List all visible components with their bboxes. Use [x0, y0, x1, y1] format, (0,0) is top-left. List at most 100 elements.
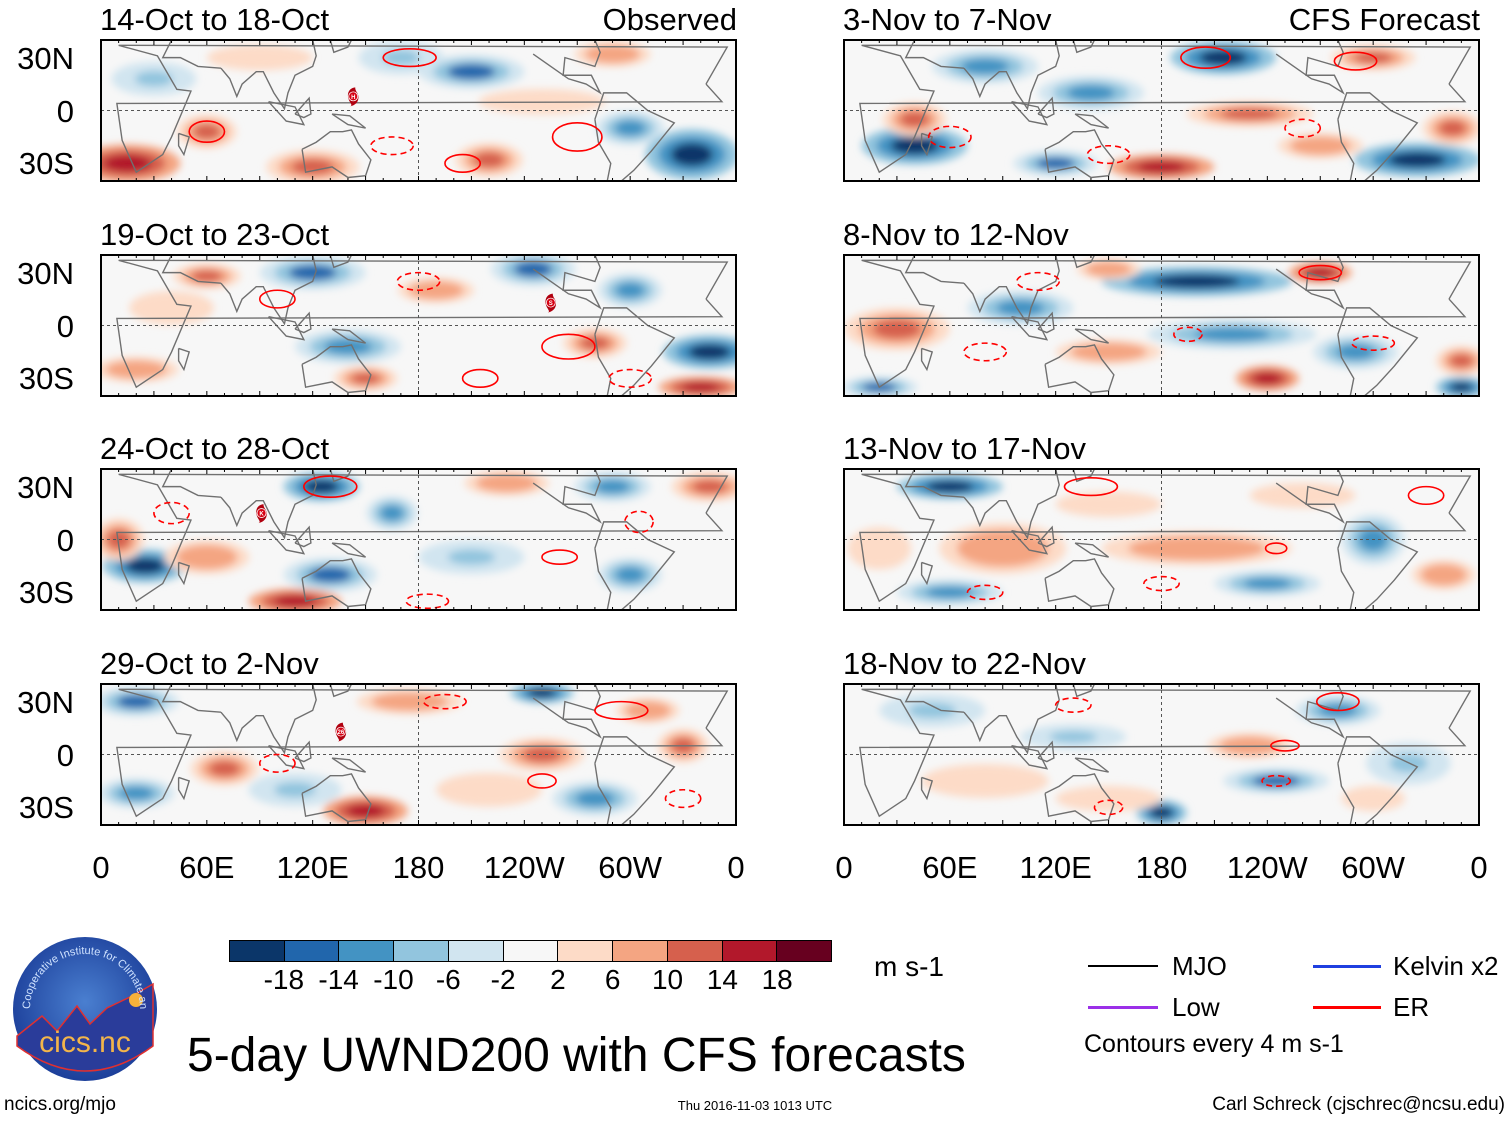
- anomaly-region: [274, 782, 316, 798]
- coastline: [904, 256, 1060, 326]
- colorbar-tick-label: 14: [706, 964, 738, 995]
- legend-line-kelvin: [1313, 965, 1381, 968]
- coastline: [920, 776, 934, 801]
- anomaly-region: [1305, 267, 1335, 278]
- coastline: [1011, 745, 1049, 770]
- coastline: [1275, 41, 1345, 95]
- coastline: [1037, 525, 1055, 548]
- coastline: [294, 311, 312, 334]
- anomaly-region: [107, 529, 131, 550]
- coastline: [904, 470, 1060, 540]
- storm-label: S: [549, 301, 553, 307]
- anomaly-region: [152, 300, 191, 316]
- anomaly-region: [309, 567, 352, 583]
- anomaly-region: [890, 137, 939, 155]
- anomaly-region: [1253, 372, 1282, 385]
- coastline: [1074, 757, 1110, 773]
- longitude-label: 60E: [179, 850, 235, 885]
- coastline: [1337, 736, 1419, 826]
- coastline: [1011, 101, 1049, 126]
- anomaly-region: [670, 143, 713, 166]
- anomaly-region: [117, 694, 156, 709]
- panel-source-label: Observed: [602, 2, 737, 37]
- anomaly-region: [1084, 498, 1133, 510]
- anomaly-region: [274, 595, 316, 607]
- colorbar-tick-label: 6: [604, 964, 621, 995]
- er-contour: [1284, 118, 1322, 138]
- coastline: [1037, 311, 1055, 334]
- colorbar: [229, 940, 832, 962]
- coastline: [594, 521, 676, 611]
- longitude-label: 120W: [1226, 850, 1308, 885]
- legend-label-kelvin: Kelvin x2: [1393, 951, 1499, 981]
- anomaly-region: [187, 549, 226, 565]
- map-panel: [843, 39, 1480, 182]
- er-contour: [1086, 144, 1131, 165]
- anomaly-region: [1067, 85, 1115, 101]
- latitude-label: 30S: [18, 790, 74, 826]
- latitude-label: 0: [56, 308, 74, 344]
- longitude-label: 60W: [1341, 850, 1406, 885]
- coastline: [177, 347, 191, 372]
- colorbar-swatch: [230, 941, 285, 961]
- coastline: [1072, 256, 1095, 269]
- anomaly-region: [117, 363, 156, 376]
- legend-line-er: [1313, 1006, 1381, 1009]
- anomaly-region: [193, 124, 221, 140]
- longitude-label: 60E: [922, 850, 978, 885]
- er-contour: [1063, 477, 1119, 497]
- coastline: [331, 113, 367, 129]
- footer-url[interactable]: ncics.org/mjo: [4, 1094, 116, 1115]
- coastline: [177, 561, 191, 586]
- coastline: [1044, 773, 1115, 823]
- panel-title: 3-Nov to 7-Nov: [843, 2, 1052, 37]
- anomaly-region: [595, 479, 630, 494]
- coastline: [301, 773, 372, 823]
- coastline: [532, 470, 602, 524]
- anomaly-region: [1449, 382, 1473, 392]
- coastline: [1037, 96, 1055, 119]
- panel-title: 19-Oct to 23-Oct: [100, 217, 330, 252]
- anomaly-region: [974, 536, 1032, 560]
- anomaly-region: [447, 549, 496, 565]
- er-contour: [258, 289, 296, 309]
- anomaly-region: [926, 586, 974, 599]
- anomaly-region: [1153, 274, 1240, 289]
- coastline: [920, 347, 934, 372]
- anomaly-region: [688, 344, 731, 360]
- coastline: [294, 740, 312, 763]
- anomaly-region: [908, 702, 957, 719]
- coastline: [1337, 92, 1419, 182]
- er-contour: [1261, 774, 1292, 788]
- er-contour: [303, 475, 358, 498]
- anomaly-region: [1243, 577, 1292, 590]
- er-contour: [1315, 692, 1360, 712]
- panel-title: 18-Nov to 22-Nov: [843, 646, 1086, 681]
- longitude-label: 0: [835, 850, 853, 885]
- longitude-label: 0: [1470, 850, 1488, 885]
- er-contour: [1407, 485, 1445, 506]
- anomaly-region: [1193, 327, 1271, 341]
- coastline: [329, 41, 352, 54]
- coastline: [161, 470, 317, 540]
- er-contour: [1180, 46, 1232, 69]
- coastline: [532, 41, 602, 95]
- map-panel: [843, 468, 1480, 611]
- er-contour: [396, 271, 441, 292]
- anomaly-region: [288, 265, 337, 281]
- coastline: [329, 685, 352, 698]
- longitude-label: 120W: [483, 850, 565, 885]
- colorbar-tick-label: 2: [550, 964, 566, 995]
- coastline: [301, 344, 372, 394]
- coastline: [1072, 41, 1095, 54]
- anomaly-region: [447, 64, 496, 80]
- anomaly-region: [595, 48, 630, 60]
- anomaly-region: [304, 479, 339, 494]
- colorbar-tick-label: -2: [490, 964, 516, 995]
- er-contour: [258, 753, 296, 773]
- colorbar-swatch: [722, 941, 778, 961]
- coastline: [177, 132, 191, 157]
- anomaly-region: [126, 558, 165, 574]
- latitude-label: 30S: [18, 361, 74, 397]
